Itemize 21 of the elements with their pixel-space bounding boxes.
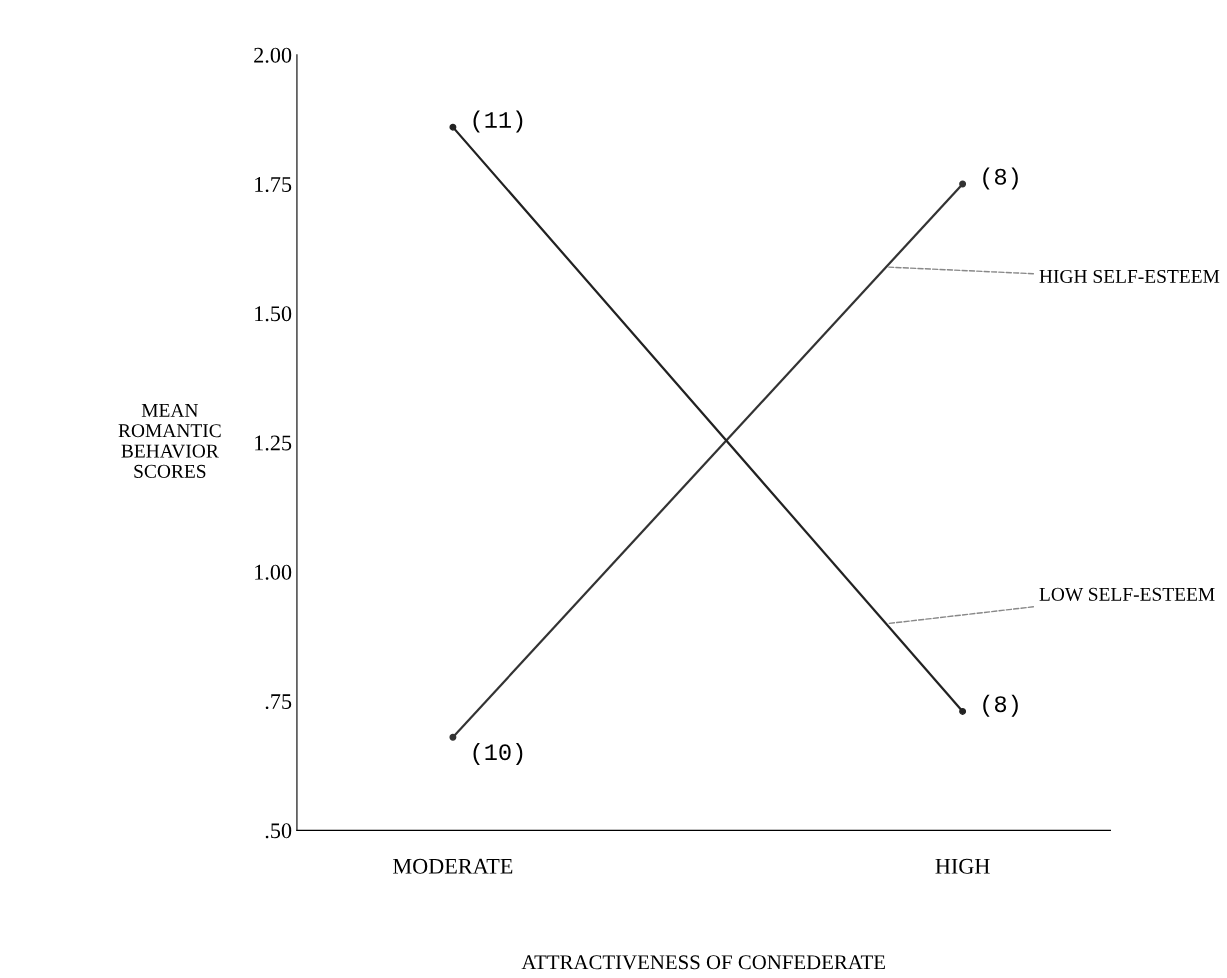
point [449, 733, 457, 741]
text: HIGH SELF-ESTEEM [1039, 269, 1220, 283]
point [959, 180, 967, 188]
y-axis-title: MEAN ROMANTIC BEHAVIOR SCORES [118, 403, 221, 478]
y-tick-label: 2.00 [254, 47, 292, 63]
y-tick-label: .75 [265, 694, 292, 710]
x-tick-label: HIGH [935, 858, 990, 874]
y-tick-label: 1.25 [255, 435, 292, 451]
y-tick-label: 1.00 [255, 564, 292, 580]
point [449, 123, 457, 131]
annotation: (11) [473, 110, 523, 133]
y-tick-label: 1.75 [255, 177, 292, 193]
annotation: (8) [983, 167, 1018, 190]
text: LOW SELF-ESTEEM [1039, 587, 1215, 601]
y-tick-label: 1.50 [255, 306, 292, 322]
point [959, 707, 967, 715]
x-tick-label: MODERATE [393, 858, 513, 874]
annotation: (8) [983, 694, 1018, 717]
x-axis-title: ATTRACTIVENESS OF CONFEDERATE [521, 955, 885, 970]
y-tick-label: .50 [265, 823, 292, 839]
annotation: (10) [473, 742, 523, 765]
